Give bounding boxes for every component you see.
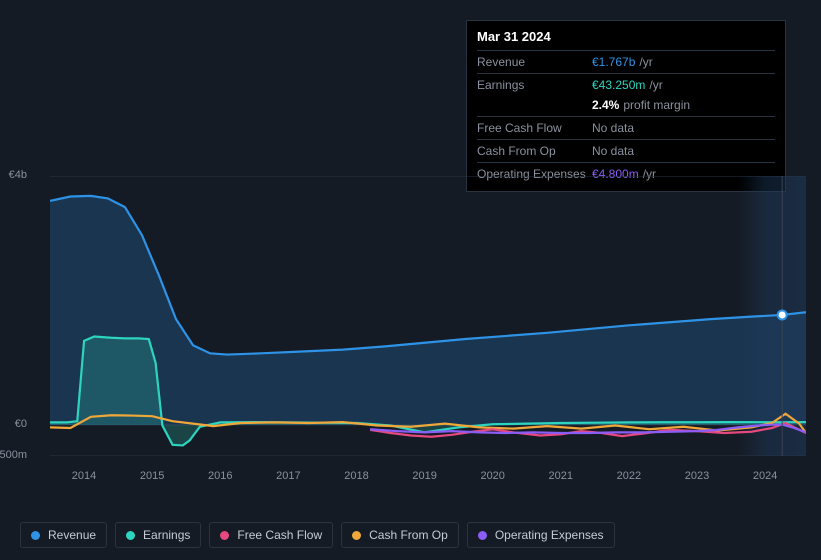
tooltip-subrow-earnings: 2.4% profit margin	[477, 96, 775, 116]
tooltip-row-label: Free Cash Flow	[477, 121, 592, 135]
x-tick-label: 2015	[140, 470, 164, 482]
x-tick-label: 2020	[480, 470, 504, 482]
y-tick-label: €0	[0, 418, 27, 430]
legend-swatch-fcf	[220, 531, 229, 540]
tooltip-row-value: No data	[592, 121, 634, 135]
tooltip-date: Mar 31 2024	[477, 29, 775, 44]
tooltip-row-revenue: Revenue€1.767b/yr	[477, 50, 775, 73]
tooltip-subrow-text: profit margin	[623, 98, 690, 112]
tooltip-row-label: Earnings	[477, 78, 592, 92]
x-tick-label: 2017	[276, 470, 300, 482]
tooltip-row-unit: /yr	[639, 55, 652, 69]
legend-swatch-opex	[478, 531, 487, 540]
tooltip-row-cashop: Cash From OpNo data	[477, 139, 775, 162]
legend-swatch-cashop	[352, 531, 361, 540]
series-area-revenue	[50, 196, 806, 425]
y-tick-label: €4b	[0, 169, 27, 181]
x-tick-label: 2024	[753, 470, 777, 482]
legend-swatch-earnings	[126, 531, 135, 540]
chart-legend: Revenue Earnings Free Cash Flow Cash From O…	[20, 522, 615, 548]
x-tick-label: 2021	[549, 470, 573, 482]
legend-item-fcf[interactable]: Free Cash Flow	[209, 522, 333, 548]
tooltip-row-label: Revenue	[477, 55, 592, 69]
x-tick-label: 2016	[208, 470, 232, 482]
tooltip-row-label: Cash From Op	[477, 144, 592, 158]
legend-label: Earnings	[143, 528, 190, 542]
marker-point-revenue	[778, 310, 787, 319]
tooltip-row-value: €1.767b	[592, 55, 635, 69]
x-tick-label: 2022	[617, 470, 641, 482]
legend-label: Revenue	[48, 528, 96, 542]
legend-label: Cash From Op	[369, 528, 448, 542]
chart-container: €4b€0-€500m 2014201520162017201820192020…	[14, 160, 807, 490]
tooltip-row-fcf: Free Cash FlowNo data	[477, 116, 775, 139]
tooltip-row-earnings: Earnings€43.250m/yr	[477, 73, 775, 96]
y-tick-label: -€500m	[0, 449, 27, 461]
x-tick-label: 2023	[685, 470, 709, 482]
tooltip-subrow-value: 2.4%	[592, 98, 619, 112]
legend-item-revenue[interactable]: Revenue	[20, 522, 107, 548]
x-axis: 2014 2015 2016 2017 2018 2019 2020 2021 2022 2023…	[50, 460, 806, 480]
tooltip-row-value: €43.250m	[592, 78, 645, 92]
legend-item-cashop[interactable]: Cash From Op	[341, 522, 459, 548]
legend-label: Operating Expenses	[495, 528, 604, 542]
tooltip-row-unit: /yr	[649, 78, 662, 92]
x-tick-label: 2014	[72, 470, 96, 482]
x-tick-label: 2018	[344, 470, 368, 482]
x-tick-label: 2019	[412, 470, 436, 482]
legend-item-opex[interactable]: Operating Expenses	[467, 522, 615, 548]
legend-swatch-revenue	[31, 531, 40, 540]
tooltip-row-value: No data	[592, 144, 634, 158]
chart-plot-area[interactable]	[50, 176, 806, 456]
legend-item-earnings[interactable]: Earnings	[115, 522, 201, 548]
legend-label: Free Cash Flow	[237, 528, 322, 542]
